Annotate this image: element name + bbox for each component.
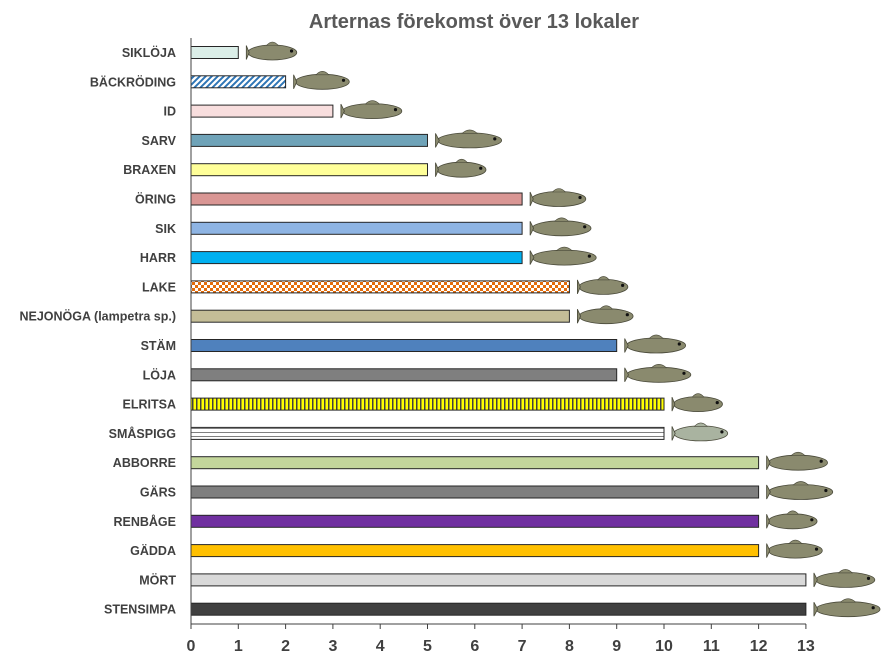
x-tick-label: 13 <box>797 638 815 655</box>
category-label: LAKE <box>142 280 176 294</box>
category-label: BRAXEN <box>123 163 176 177</box>
rudd-icon <box>435 129 503 149</box>
roach-icon <box>813 569 876 588</box>
x-tick-label: 9 <box>612 638 621 655</box>
rainbow-trout-icon <box>766 510 818 530</box>
category-label: NEJONÖGA (lampetra sp.) <box>19 309 176 324</box>
chart-title: Arternas förekomst över 13 lokaler <box>309 11 639 33</box>
bar-2 <box>190 104 334 118</box>
bar-12 <box>190 397 665 411</box>
bar-8 <box>190 280 570 294</box>
category-label: STENSIMPA <box>104 603 176 617</box>
bar-3 <box>190 133 428 147</box>
bar-16 <box>190 514 760 528</box>
category-label: SMÅSPIGG <box>109 426 176 441</box>
whitefish-icon <box>529 217 592 237</box>
sculpin-icon <box>813 598 881 618</box>
lamprey-icon <box>577 305 634 325</box>
pike-icon <box>766 539 823 559</box>
x-tick-label: 12 <box>750 638 768 655</box>
bar-10 <box>190 339 618 352</box>
x-tick-label: 4 <box>376 638 385 655</box>
x-tick-label: 7 <box>518 638 527 655</box>
category-labels: SIKLÖJA BÄCKRÖDING ID SARV BRAXEN ÖRING SIK HAR… <box>19 45 176 617</box>
category-label: STÄM <box>141 338 176 353</box>
ruffe-icon <box>766 481 834 500</box>
x-tick-label: 11 <box>703 638 720 655</box>
category-label: SIK <box>155 222 176 236</box>
stickleback-icon <box>671 422 729 442</box>
x-axis-ticks: 0 1 2 3 4 5 6 7 8 9 10 11 12 13 <box>187 624 815 655</box>
x-tick-label: 8 <box>565 638 574 655</box>
grayling-icon <box>529 246 597 266</box>
bar-14 <box>190 456 760 470</box>
x-tick-label: 1 <box>234 638 243 655</box>
burbot-icon <box>577 276 629 295</box>
category-label: GÄDDA <box>130 543 176 558</box>
x-tick-label: 5 <box>423 638 432 655</box>
category-label: SIKLÖJA <box>122 45 176 60</box>
dace-icon <box>624 334 687 354</box>
bar-6 <box>190 221 523 235</box>
x-tick-label: 10 <box>655 638 673 655</box>
minnow-icon <box>671 393 723 413</box>
x-tick-label: 0 <box>187 638 196 655</box>
bars-layer <box>190 46 807 616</box>
bar-18 <box>190 573 807 587</box>
bar-17 <box>190 544 760 558</box>
bar-19 <box>190 602 807 616</box>
category-label: BÄCKRÖDING <box>90 74 176 89</box>
category-label: SARV <box>141 134 176 148</box>
bar-15 <box>190 485 760 499</box>
bar-5 <box>190 192 523 206</box>
category-label: GÄRS <box>140 485 176 500</box>
bar-11 <box>190 368 618 382</box>
bleak-icon <box>624 364 692 383</box>
fish-illustrations <box>245 41 881 618</box>
category-label: ID <box>164 105 177 119</box>
category-label: HARR <box>140 251 176 265</box>
bar-7 <box>190 251 523 265</box>
category-label: MÖRT <box>139 572 176 587</box>
category-label: ÖRING <box>135 192 176 207</box>
brown-trout-icon <box>529 188 587 207</box>
category-label: ELRITSA <box>123 398 176 412</box>
bar-1 <box>190 75 287 89</box>
x-tick-label: 2 <box>281 638 290 655</box>
bream-icon <box>435 158 487 178</box>
bar-13 <box>190 426 665 440</box>
category-label: LÖJA <box>143 367 176 382</box>
x-tick-label: 3 <box>328 638 337 655</box>
x-tick-label: 6 <box>470 638 479 655</box>
bar-9 <box>190 309 570 323</box>
bar-4 <box>190 163 428 177</box>
ide-icon <box>340 100 403 119</box>
perch-icon <box>766 451 828 471</box>
vendace-icon <box>245 41 298 61</box>
brook-trout-icon <box>293 71 350 90</box>
category-label: RENBÅGE <box>113 514 176 529</box>
bar-0 <box>190 46 239 59</box>
category-label: ABBORRE <box>113 456 176 470</box>
